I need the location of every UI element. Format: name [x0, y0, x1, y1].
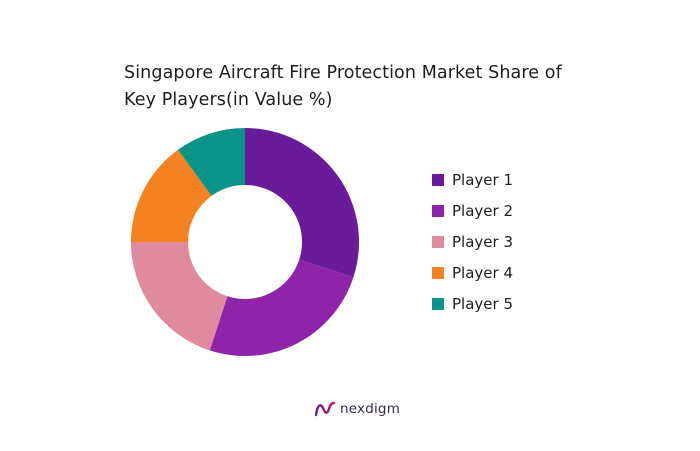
nexdigm-logo-icon [314, 401, 336, 417]
legend-item-4: Player 4 [432, 263, 513, 283]
chart-title: Singapore Aircraft Fire Protection Marke… [124, 60, 604, 114]
legend-swatch-5 [432, 298, 444, 310]
chart-title-line-2: Key Players(in Value %) [124, 90, 333, 110]
brand-name: nexdigm [340, 401, 401, 417]
donut-slice-3 [131, 242, 228, 351]
donut-slice-1 [245, 128, 359, 278]
legend-item-5: Player 5 [432, 294, 513, 314]
donut-slice-4 [131, 149, 212, 242]
legend-swatch-2 [432, 205, 444, 217]
legend-item-2: Player 2 [432, 201, 513, 221]
legend-swatch-1 [432, 174, 444, 186]
legend-label-1: Player 1 [452, 171, 513, 189]
legend-item-1: Player 1 [432, 170, 513, 190]
legend-label-2: Player 2 [452, 202, 513, 220]
donut-slice-2 [209, 259, 354, 356]
legend-swatch-4 [432, 267, 444, 279]
legend-label-4: Player 4 [452, 264, 513, 282]
legend-swatch-3 [432, 236, 444, 248]
brand-footer: nexdigm [314, 397, 400, 421]
legend-item-3: Player 3 [432, 232, 513, 252]
legend-label-3: Player 3 [452, 233, 513, 251]
legend-label-5: Player 5 [452, 295, 513, 313]
chart-title-line-1: Singapore Aircraft Fire Protection Marke… [124, 63, 562, 83]
donut-slice-5 [177, 128, 245, 196]
